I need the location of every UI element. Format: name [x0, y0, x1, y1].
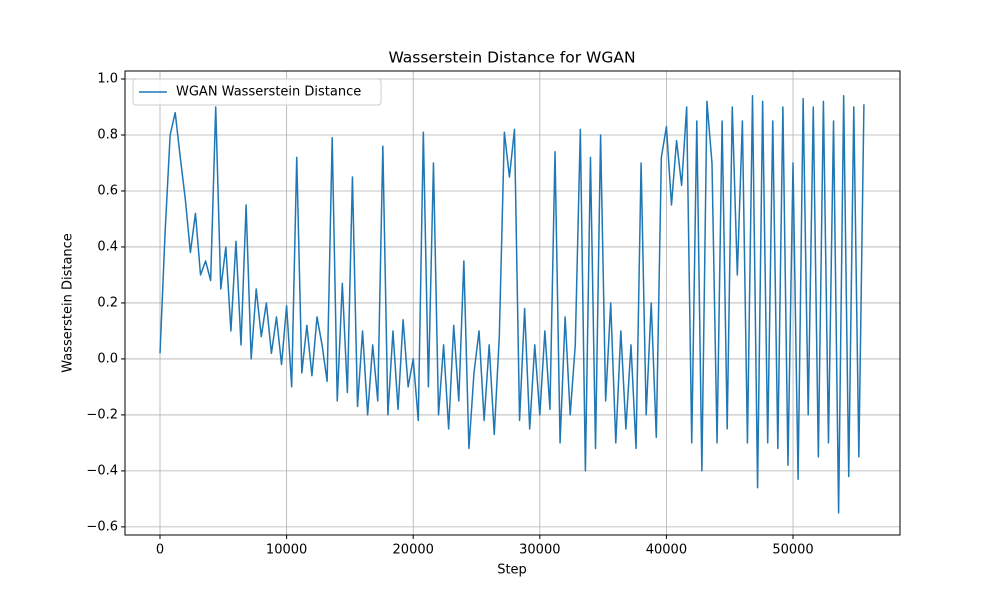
x-axis-label: Step [497, 563, 527, 578]
y-tick-label: 1.0 [97, 72, 118, 87]
y-tick-label: −0.2 [86, 407, 118, 422]
y-tick-label: −0.4 [86, 463, 118, 478]
x-tick-label: 20000 [393, 543, 434, 558]
x-tick-label: 30000 [519, 543, 560, 558]
y-tick-label: 0.0 [97, 351, 118, 366]
y-tick-label: 0.2 [97, 295, 118, 310]
x-tick-label: 40000 [646, 543, 687, 558]
data-line [159, 95, 865, 514]
y-tick-label: 0.4 [97, 239, 118, 254]
x-tick-label: 10000 [266, 543, 307, 558]
x-tick-label: 0 [156, 543, 164, 558]
y-axis-label: Wasserstein Distance [61, 233, 76, 373]
y-tick-label: 0.6 [97, 183, 118, 198]
y-tick-label: 0.8 [97, 127, 118, 142]
chart-title: Wasserstein Distance for WGAN [388, 49, 635, 67]
y-tick-label: −0.6 [86, 519, 118, 534]
x-tick-label: 50000 [772, 543, 813, 558]
legend-box [132, 78, 382, 106]
legend-label: WGAN Wasserstein Distance [176, 85, 361, 100]
plot-frame [124, 70, 901, 536]
